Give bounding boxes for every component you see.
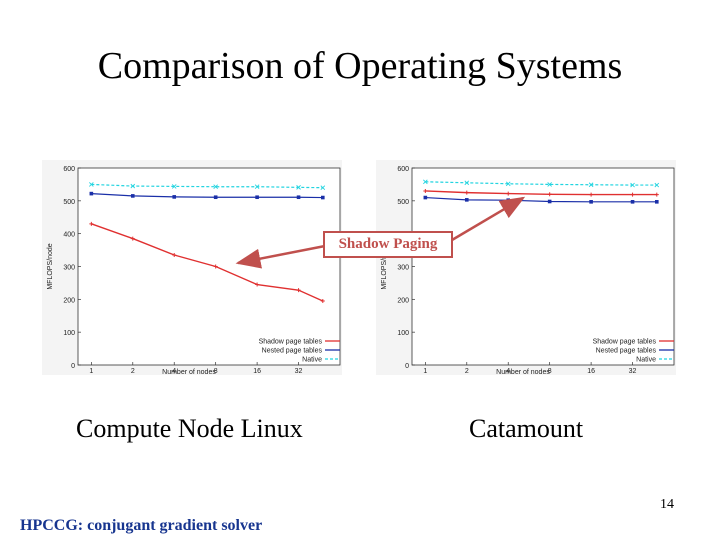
x-tick-label: 2 — [465, 368, 469, 375]
data-point — [89, 191, 94, 196]
y-tick-label: 500 — [397, 199, 409, 206]
data-point — [171, 184, 177, 189]
data-point — [423, 179, 428, 185]
plot-area — [411, 167, 675, 366]
x-tick-label: 16 — [253, 368, 261, 375]
data-point — [589, 200, 593, 204]
x-axis-label: Number of nodes — [162, 369, 216, 375]
x-tick-label: 4 — [172, 368, 176, 375]
data-point — [130, 183, 136, 189]
x-tick-label: 8 — [214, 368, 218, 375]
data-point — [320, 298, 325, 303]
legend-label: Native — [302, 357, 322, 364]
data-point — [506, 191, 511, 196]
data-point — [547, 182, 552, 187]
data-point — [213, 264, 218, 269]
plot-area — [77, 167, 341, 366]
chart-compute-node-linux: 0 100 200 300 400 500 600 1 2 4 8 16 32 Number of nod… — [42, 160, 342, 375]
shadow-paging-label: Shadow Paging — [323, 231, 453, 258]
data-point — [464, 190, 469, 195]
data-point — [254, 184, 260, 190]
x-tick-label: 32 — [295, 368, 303, 375]
y-tick-label: 500 — [63, 199, 75, 206]
data-point — [547, 199, 552, 204]
data-point — [296, 185, 301, 190]
data-point — [464, 180, 470, 186]
x-tick-label: 4 — [506, 368, 510, 375]
y-tick-label: 0 — [71, 363, 75, 370]
slide-title: Comparison of Operating Systems — [97, 45, 623, 87]
data-point — [172, 253, 177, 258]
legend-label: Nested page tables — [262, 348, 323, 355]
data-point — [588, 182, 594, 188]
data-point — [172, 195, 177, 199]
y-tick-label: 200 — [397, 297, 409, 304]
data-point — [630, 200, 635, 204]
y-tick-label: 100 — [397, 330, 409, 337]
data-point — [654, 192, 659, 197]
y-tick-label: 300 — [63, 265, 75, 272]
footer-text: HPCCG: conjugant gradient solver — [20, 517, 263, 534]
data-point — [213, 184, 218, 190]
data-point — [464, 198, 469, 202]
legend-label: Native — [636, 357, 656, 364]
data-point — [630, 192, 635, 197]
x-tick-label: 16 — [587, 368, 595, 375]
x-axis-label: Number of nodes — [496, 369, 550, 375]
x-tick-label: 1 — [89, 368, 93, 375]
y-tick-label: 200 — [63, 297, 75, 304]
y-axis-label: MFLOPS/node — [47, 243, 54, 289]
data-point — [589, 192, 594, 197]
y-tick-label: 300 — [397, 265, 409, 272]
y-axis-label: MFLOPS/node — [381, 243, 388, 289]
y-tick-label: 600 — [63, 166, 75, 173]
y-tick-label: 600 — [397, 166, 409, 173]
data-point — [654, 182, 660, 188]
data-point — [296, 288, 301, 293]
data-point — [320, 185, 326, 191]
legend-label: Shadow page tables — [259, 339, 323, 346]
y-tick-label: 0 — [405, 363, 409, 370]
y-tick-label: 100 — [63, 330, 75, 337]
data-point — [423, 188, 428, 193]
x-tick-label: 8 — [548, 368, 552, 375]
x-tick-label: 2 — [131, 368, 135, 375]
data-point — [89, 221, 94, 226]
data-point — [630, 182, 635, 188]
data-point — [255, 282, 260, 287]
data-point — [296, 195, 301, 200]
data-point — [130, 236, 135, 241]
data-point — [130, 194, 135, 198]
data-point — [320, 195, 325, 200]
legend-label: Shadow page tables — [593, 339, 657, 346]
caption-compute-node-linux: Compute Node Linux — [76, 414, 303, 443]
data-point — [89, 182, 94, 187]
page-number: 14 — [660, 497, 674, 512]
data-point — [547, 192, 552, 197]
data-point — [654, 200, 659, 204]
x-tick-label: 32 — [629, 368, 637, 375]
data-point — [506, 198, 511, 202]
data-point — [213, 195, 218, 200]
x-tick-label: 1 — [423, 368, 427, 375]
data-point — [255, 195, 259, 200]
data-point — [423, 195, 428, 200]
data-point — [505, 181, 511, 187]
legend-label: Nested page tables — [596, 348, 657, 355]
caption-catamount: Catamount — [469, 414, 584, 443]
y-tick-label: 400 — [63, 232, 75, 239]
